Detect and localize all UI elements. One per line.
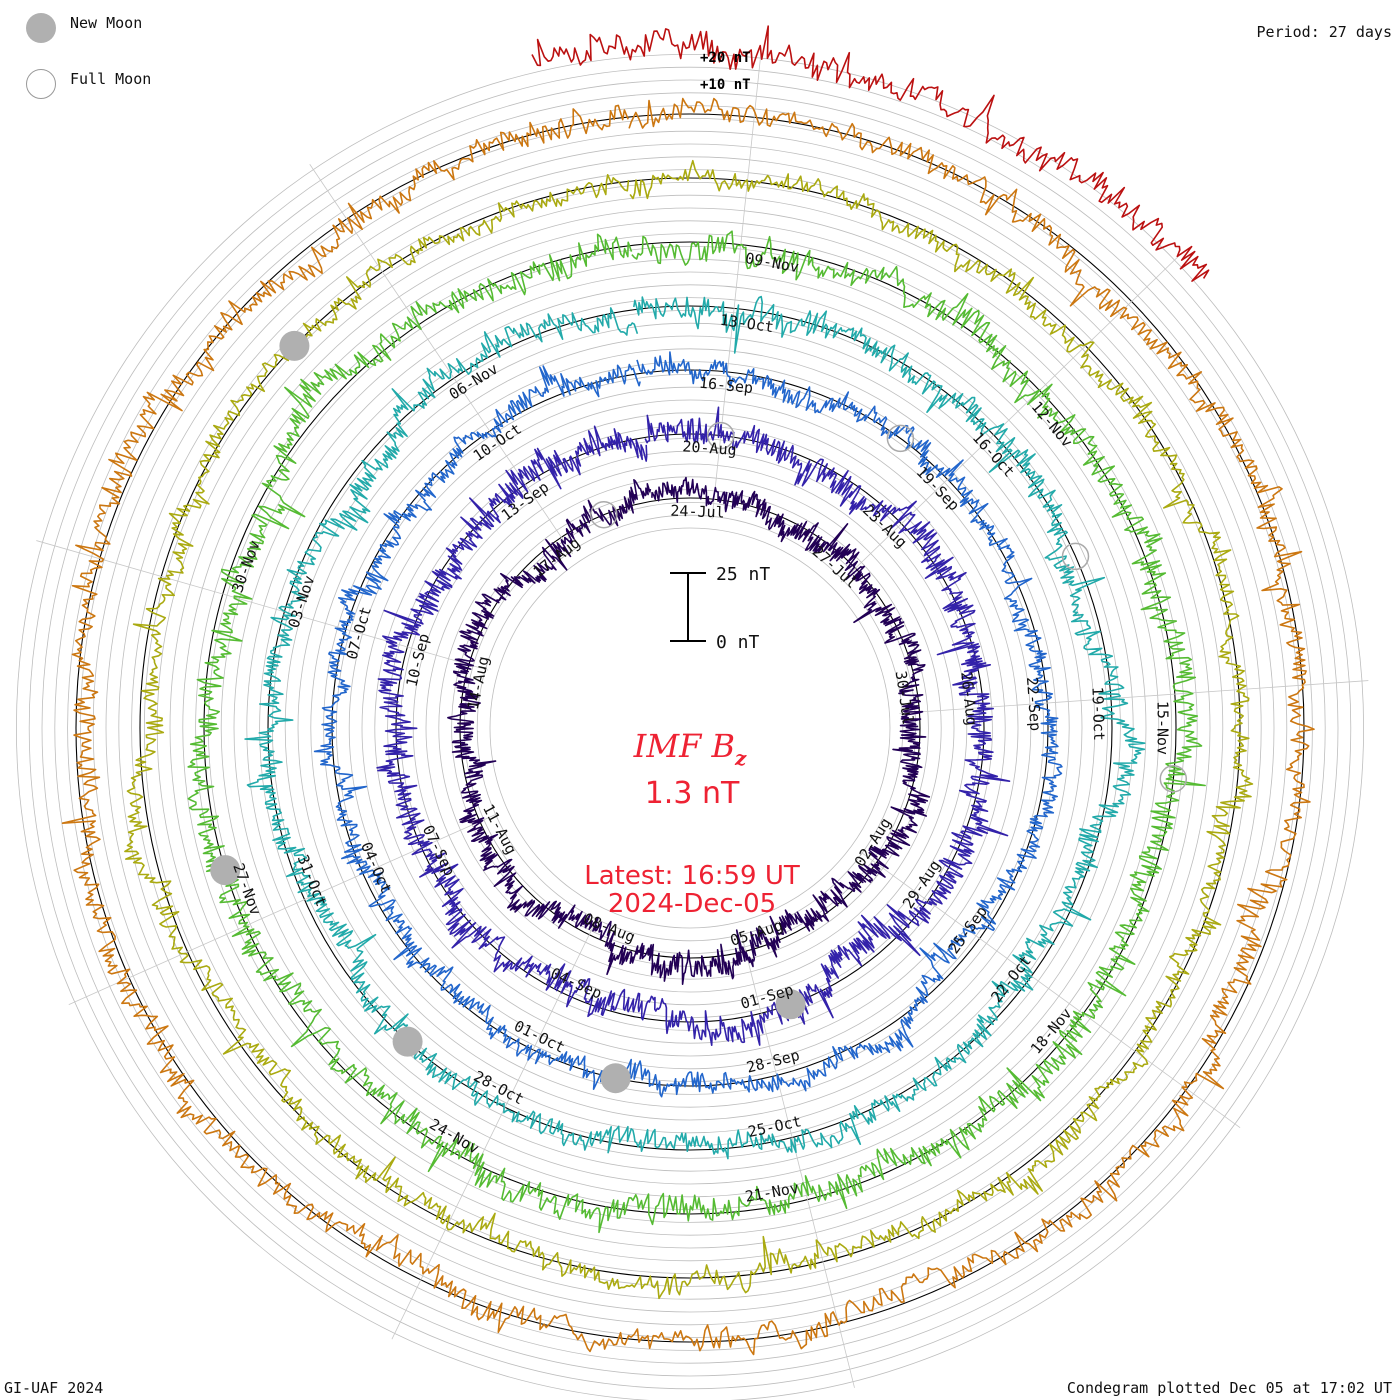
scale-label-plus20: +20 nT <box>700 50 751 66</box>
grid-ring <box>489 527 891 929</box>
grid-ring <box>16 54 1364 1400</box>
trace-rotation-2 <box>376 406 1011 1046</box>
date-label: 02-Aug <box>851 814 895 869</box>
moon-layer <box>210 330 1188 1094</box>
grid-ring <box>169 207 1211 1249</box>
full-moon-legend-icon <box>26 69 56 99</box>
trace-rotation-3 <box>313 351 1063 1098</box>
grid-ring <box>92 130 1288 1326</box>
grid-ring <box>156 194 1224 1262</box>
grid-ring <box>259 297 1121 1159</box>
day-spoke <box>859 851 1241 1129</box>
day-spoke <box>840 255 1180 583</box>
full-moon-legend-label: Full Moon <box>70 70 152 88</box>
grid-ring <box>310 348 1070 1108</box>
zero-line-ring-7 <box>75 113 1305 1343</box>
period-label: Period: 27 days <box>1256 23 1392 41</box>
grid-ring <box>284 322 1096 1134</box>
date-label: 29-Aug <box>899 857 944 912</box>
trace-rotation-7 <box>61 97 1315 1356</box>
footer-plot-time: Condegram plotted Dec 05 at 17:02 UT <box>1066 1379 1392 1397</box>
grid-ring <box>348 386 1032 1070</box>
center-latest: Latest: 16:59 UT <box>584 861 800 891</box>
grid-ring <box>41 79 1339 1377</box>
trace-rotation-8 <box>531 25 1210 282</box>
grid-ring <box>438 476 942 980</box>
grid-ring <box>28 66 1352 1390</box>
new-moon-legend-label: New Moon <box>70 14 143 32</box>
full-moon-marker <box>706 421 735 450</box>
center-readout: IMF Bz 1.3 nT Latest: 16:59 UT 2024-Dec-… <box>584 727 800 919</box>
date-label: 24-Jul <box>670 502 725 522</box>
date-label: 03-Nov <box>285 573 319 630</box>
zero-line-ring-4 <box>267 305 1113 1151</box>
scale-label-plus10: +10 nT <box>700 77 751 93</box>
day-spoke <box>711 51 762 520</box>
new-moon-marker <box>600 1063 631 1094</box>
new-moon-marker <box>210 855 241 886</box>
date-label: 19-Oct <box>1088 686 1108 741</box>
trace-rotation-1 <box>447 476 931 986</box>
new-moon-marker <box>392 1026 423 1057</box>
grid-ring <box>144 182 1236 1274</box>
date-label: 20-Aug <box>682 437 737 459</box>
center-date: 2024-Dec-05 <box>608 889 776 919</box>
footer-credit: GI-UAF 2024 <box>4 1379 104 1397</box>
trace-layer <box>61 25 1315 1356</box>
date-label: 21-Nov <box>744 1179 800 1206</box>
date-label: 22-Sep <box>1023 676 1045 731</box>
center-value: 1.3 nT <box>645 776 740 811</box>
grid-ring <box>233 271 1147 1185</box>
new-moon-legend-icon <box>26 13 56 43</box>
full-moon-marker <box>886 424 915 453</box>
date-label: 10-Sep <box>403 632 434 689</box>
date-label: 25-Sep <box>945 903 991 957</box>
grid-ring <box>297 335 1083 1121</box>
grid-ring <box>105 143 1275 1313</box>
grid-ring <box>182 220 1198 1236</box>
grid-ring <box>476 514 904 942</box>
grid-ring <box>323 361 1057 1095</box>
grid-ring <box>195 233 1185 1223</box>
date-label: 26-Aug <box>957 671 981 727</box>
new-moon-marker <box>775 989 806 1020</box>
trace-rotation-4 <box>244 295 1146 1160</box>
scale-bar-top-label: 25 nT <box>716 564 770 585</box>
full-moon-marker <box>1061 542 1090 571</box>
full-moon-marker <box>590 500 618 529</box>
trace-rotation-6 <box>124 159 1254 1300</box>
day-spoke <box>740 931 855 1388</box>
center-title: IMF Bz <box>633 727 747 770</box>
trace-rotation-5 <box>187 230 1206 1234</box>
grid-ring <box>361 399 1019 1057</box>
grid-ring <box>54 92 1326 1364</box>
grid-ring <box>374 412 1006 1044</box>
day-spoke <box>36 540 489 671</box>
scale-bar-bottom-label: 0 nT <box>716 632 760 653</box>
date-label: 30-Nov <box>228 538 263 595</box>
date-label: 16-Sep <box>698 374 754 398</box>
day-spoke <box>309 164 573 555</box>
new-moon-marker <box>279 330 310 361</box>
zero-line-ring-6 <box>139 177 1241 1279</box>
full-moon-marker <box>1159 765 1188 793</box>
date-label: 15-Nov <box>1154 701 1172 755</box>
date-label: 28-Oct <box>471 1067 527 1108</box>
date-label: 04-Sep <box>548 964 605 1002</box>
scale-bar: 25 nT 0 nT <box>670 564 770 653</box>
grid-ring <box>425 463 955 993</box>
grid-ring <box>118 156 1262 1300</box>
